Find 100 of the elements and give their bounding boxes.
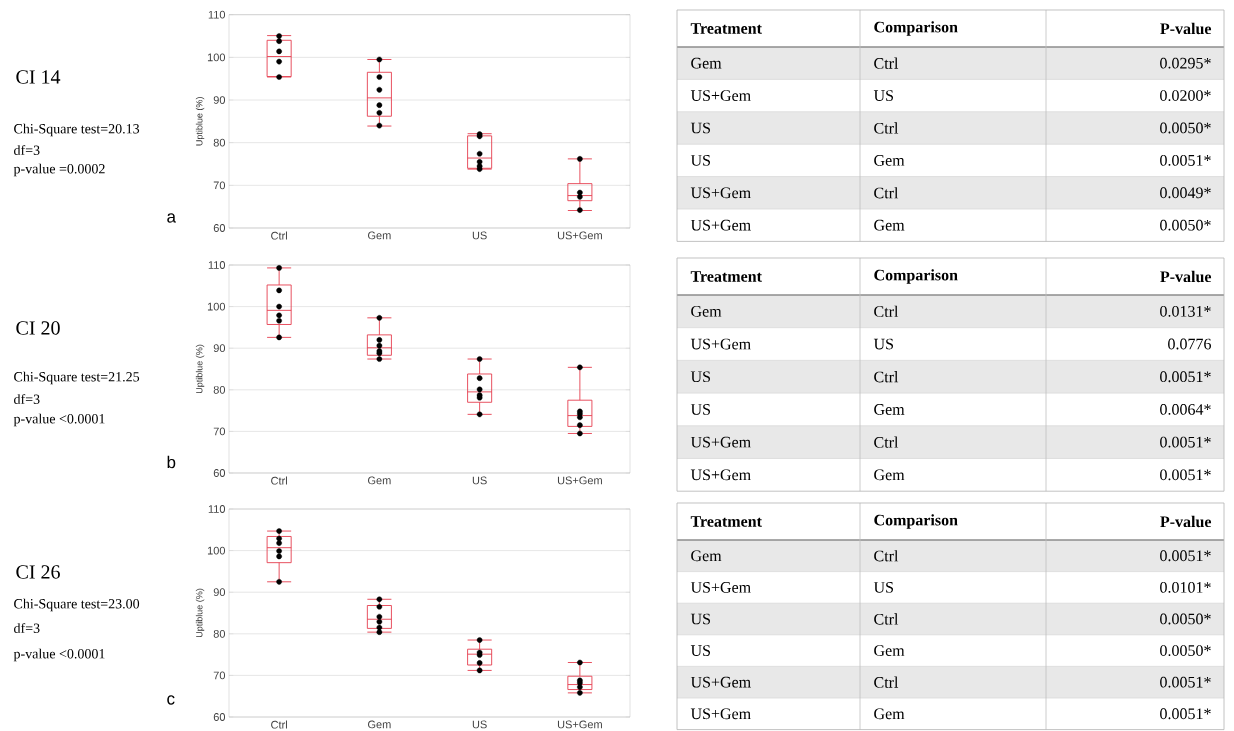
y-tick-label: 90 xyxy=(213,344,226,353)
text: Chi-Square test=23.00 xyxy=(14,598,140,612)
text: Gem xyxy=(874,219,905,231)
text: 0.0200* xyxy=(1160,90,1211,102)
text: 0.0051* xyxy=(1160,676,1211,688)
text: CI 20 xyxy=(16,321,60,335)
y-tick-label: 80 xyxy=(213,385,226,394)
x-tick-label: Ctrl xyxy=(271,476,287,485)
text: US xyxy=(690,155,710,166)
y-tick-label: 60 xyxy=(213,713,226,721)
y-axis-title: Uptiblue (%) xyxy=(195,97,205,146)
text: p-value =0.0002 xyxy=(13,163,105,177)
text: US xyxy=(873,582,893,593)
text: 0.0050* xyxy=(1160,613,1211,625)
y-tick-label: 110 xyxy=(208,261,226,269)
text: US+Gem xyxy=(690,436,751,448)
text: US xyxy=(873,90,893,101)
text: US+Gem xyxy=(690,582,751,593)
text: Ctrl xyxy=(874,436,899,448)
x-tick-label: Ctrl xyxy=(271,720,287,729)
y-tick-label: 70 xyxy=(213,671,226,680)
category-label: Treatment xyxy=(690,516,762,527)
text: 0.0776 xyxy=(1168,338,1212,350)
text: c xyxy=(167,695,175,705)
text: 0.0050* xyxy=(1160,122,1211,134)
text: US+Gem xyxy=(690,708,751,720)
text: US+Gem xyxy=(690,219,751,231)
text: 0.0131* xyxy=(1160,305,1211,317)
y-tick-label: 110 xyxy=(208,10,226,19)
y-tick-label: 90 xyxy=(213,588,226,597)
text: Gem xyxy=(874,404,905,415)
y-tick-label: 100 xyxy=(207,546,226,555)
x-tick-label: US xyxy=(472,720,487,729)
y-tick-label: 70 xyxy=(213,427,226,436)
y-tick-label: 100 xyxy=(207,53,226,62)
x-tick-label: US xyxy=(472,231,487,240)
text: US+Gem xyxy=(690,90,751,101)
y-tick-label: 110 xyxy=(208,505,226,513)
text: 0.0101* xyxy=(1160,581,1211,593)
y-tick-label: 70 xyxy=(213,181,226,190)
category-label: Treatment xyxy=(690,271,762,282)
text: US xyxy=(690,404,710,415)
text: df=3 xyxy=(14,393,40,404)
x-tick-label: Ctrl xyxy=(271,231,287,240)
text: US+Gem xyxy=(690,338,751,350)
text: Ctrl xyxy=(874,305,899,317)
text: US xyxy=(690,613,710,625)
y-tick-label: 80 xyxy=(213,138,226,147)
text: p-value <0.0001 xyxy=(13,648,105,662)
text: Chi-Square test=21.25 xyxy=(14,371,140,385)
x-tick-label: Gem xyxy=(368,476,391,485)
y-tick-label: 100 xyxy=(207,302,226,311)
text: 0.0050* xyxy=(1160,219,1211,231)
text: Ctrl xyxy=(874,122,899,134)
text: Gem xyxy=(691,57,722,69)
text: Gem xyxy=(874,708,905,720)
text: CI 14 xyxy=(16,70,61,84)
y-tick-label: 60 xyxy=(213,224,226,232)
text: a xyxy=(167,213,176,223)
text: US+Gem xyxy=(690,676,751,688)
text: p-value <0.0001 xyxy=(13,413,105,427)
text: CI 26 xyxy=(16,565,60,579)
category-label: Treatment xyxy=(690,23,762,34)
text: Ctrl xyxy=(874,371,899,383)
text: Ctrl xyxy=(874,550,899,562)
text: 0.0051* xyxy=(1160,371,1211,383)
x-tick-label: US xyxy=(472,476,487,485)
text: US xyxy=(690,122,710,134)
y-axis-title: Uptiblue (%) xyxy=(195,344,205,394)
text: Ctrl xyxy=(874,187,899,199)
y-tick-label: 90 xyxy=(213,96,226,104)
y-axis-title: Uptiblue (%) xyxy=(195,588,205,638)
x-tick-label: US+Gem xyxy=(557,476,602,485)
text: 0.0049* xyxy=(1160,187,1211,199)
category-label: P-value xyxy=(1160,22,1212,35)
text: Gem xyxy=(874,645,905,656)
text: 0.0051* xyxy=(1160,708,1211,720)
x-tick-label: US+Gem xyxy=(557,231,602,240)
text: 0.0064* xyxy=(1160,404,1211,415)
text: Ctrl xyxy=(874,676,899,688)
text: US xyxy=(690,371,710,383)
text: US+Gem xyxy=(690,187,751,199)
text: df=3 xyxy=(14,144,40,155)
text: 0.0050* xyxy=(1160,645,1211,657)
text: Ctrl xyxy=(874,57,899,69)
category-label: P-value xyxy=(1160,515,1212,528)
y-tick-label: 60 xyxy=(213,469,226,477)
text: Gem xyxy=(691,305,722,317)
text: b xyxy=(167,455,176,469)
text: US xyxy=(690,645,710,656)
text: df=3 xyxy=(14,622,40,633)
text: Chi-Square test=20.13 xyxy=(14,123,140,137)
text: US xyxy=(873,338,893,350)
text: 0.0051* xyxy=(1160,550,1211,562)
category-label: Comparison xyxy=(874,269,958,284)
text: 0.0051* xyxy=(1160,154,1211,166)
text: Ctrl xyxy=(874,613,899,625)
x-tick-label: Gem xyxy=(368,231,391,240)
text: Gem xyxy=(874,155,905,166)
category-label: Comparison xyxy=(874,21,958,36)
